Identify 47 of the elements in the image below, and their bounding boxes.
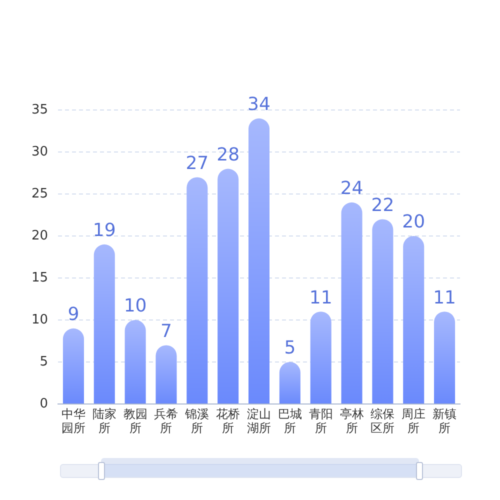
bar <box>279 362 300 404</box>
bar <box>156 345 177 404</box>
bar <box>248 118 270 404</box>
bar <box>94 244 115 404</box>
y-tick-label: 5 <box>40 354 48 370</box>
x-tick-label: 教园所 <box>123 407 148 435</box>
bar <box>124 320 146 404</box>
data-label: 9 <box>68 304 80 326</box>
x-tick-label: 新镇所 <box>432 407 457 435</box>
bar <box>186 177 208 404</box>
bar <box>434 312 456 404</box>
data-label: 19 <box>92 220 116 242</box>
y-tick-label: 30 <box>31 144 48 160</box>
data-label: 22 <box>371 194 394 216</box>
data-label: 7 <box>160 320 172 342</box>
data-label: 10 <box>124 296 147 317</box>
data-label: 5 <box>284 338 296 359</box>
y-tick-label: 20 <box>31 228 48 244</box>
x-tick-label: 综保区所 <box>370 407 395 435</box>
data-label: 27 <box>186 152 209 174</box>
x-tick-label: 花桥所 <box>216 407 240 435</box>
bar <box>310 312 332 404</box>
bar <box>218 168 239 404</box>
bar <box>403 236 424 404</box>
x-tick-label: 巴城所 <box>278 407 302 435</box>
bar <box>341 202 362 404</box>
data-label: 11 <box>309 287 332 308</box>
bar <box>62 328 84 404</box>
y-tick-label: 25 <box>31 186 48 202</box>
data-label: 28 <box>216 144 240 166</box>
y-tick-label: 0 <box>40 396 48 412</box>
x-tick-label: 淀山湖所 <box>247 407 271 435</box>
x-tick-label: 周庄所 <box>402 407 426 435</box>
data-label: 34 <box>248 94 270 116</box>
bar <box>372 219 394 404</box>
data-label: 11 <box>433 287 456 308</box>
x-tick-label: 锦溪所 <box>184 407 210 435</box>
x-tick-label: 青阳所 <box>308 407 333 435</box>
y-tick-label: 15 <box>31 270 48 286</box>
x-tick-label: 兵希所 <box>154 407 178 435</box>
x-tick-label: 陆家所 <box>92 407 116 435</box>
y-tick-label: 35 <box>31 102 48 118</box>
y-tick-label: 10 <box>31 312 48 328</box>
x-tick-label: 亭林所 <box>340 407 364 435</box>
x-tick-label: 中华园所 <box>61 407 86 435</box>
data-label: 20 <box>402 212 426 233</box>
data-label: 24 <box>340 178 364 200</box>
